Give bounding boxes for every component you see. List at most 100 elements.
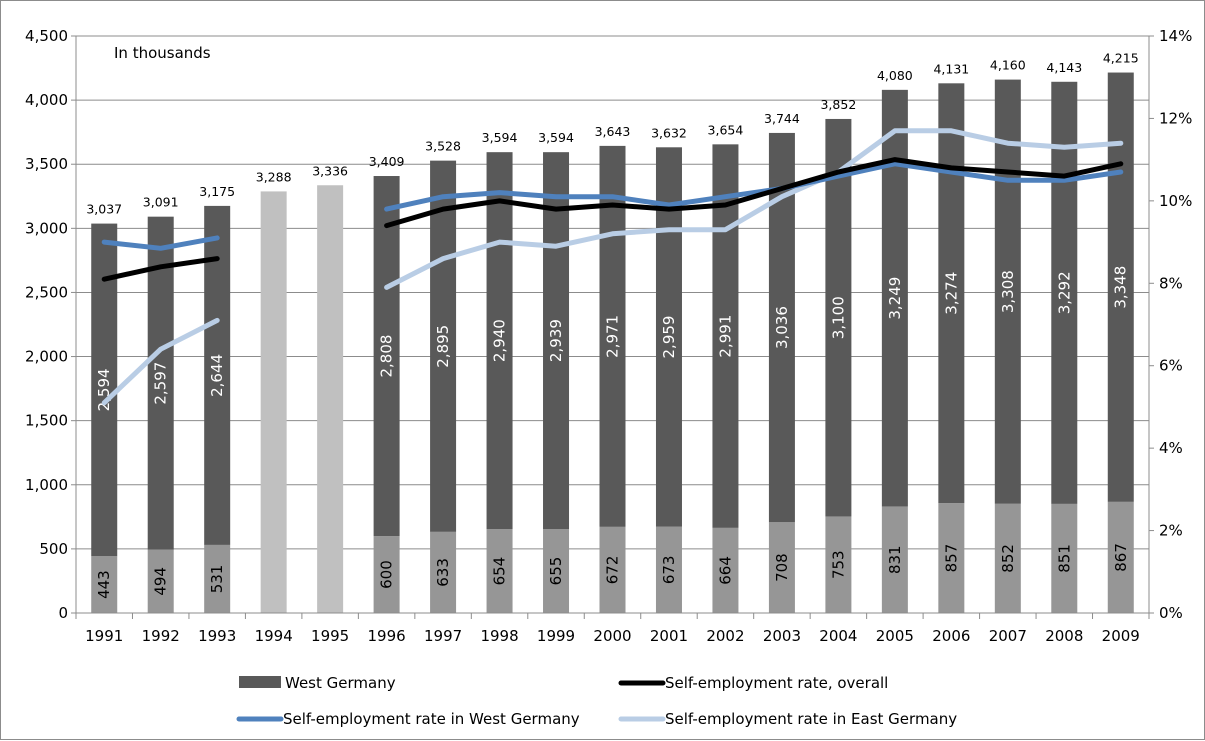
total-labels: 3,037 3,091 3,175 3,288 3,336 3,409 3,528 3,594…	[86, 51, 1138, 217]
bar-east	[204, 544, 231, 613]
y-left-tick-label: 500	[39, 540, 68, 558]
bar-west-label: 3,249	[886, 277, 904, 320]
bar-east	[91, 556, 118, 613]
x-tick-label: 1996	[368, 627, 406, 645]
total-label: 3,852	[820, 97, 856, 112]
y-left-tick-label: 1,000	[25, 476, 68, 494]
rate-line	[101, 256, 220, 282]
bar-east	[373, 536, 400, 613]
bar-west-label: 2,991	[716, 315, 734, 358]
total-label: 3,336	[312, 163, 348, 178]
x-tick-label: 2003	[763, 627, 801, 645]
x-tick-label: 2002	[706, 627, 744, 645]
x-tick-label: 1993	[198, 627, 236, 645]
rate-line	[384, 161, 1124, 212]
x-tick-label: 2008	[1045, 627, 1083, 645]
bar-east-label: 531	[208, 565, 226, 594]
legend-label: Self-employment rate, overall	[665, 674, 888, 692]
y-right-tick-label: 2%	[1159, 522, 1183, 540]
bar-west-label: 3,308	[999, 270, 1017, 313]
bar-east-label: 633	[434, 558, 452, 587]
y-right-tick-label: 12%	[1159, 109, 1192, 127]
total-label: 3,654	[708, 122, 744, 137]
bar-west-label: 3,292	[1055, 271, 1073, 314]
total-label: 3,744	[764, 111, 800, 126]
bar-east	[486, 529, 513, 613]
bar-east	[430, 531, 457, 613]
total-label: 3,409	[369, 154, 405, 169]
axes: 0 500 1,000 1,500 2,000 2,500 3,000 3,500 4,000 4…	[25, 27, 1192, 645]
rate-line	[384, 157, 1124, 229]
segment-labels: 4432,5944942,5975312,6446002,8086332,895…	[95, 266, 1130, 599]
bar-west	[825, 118, 852, 517]
total-label: 4,160	[990, 58, 1026, 73]
units-note: In thousands	[114, 44, 211, 62]
bar-east-label: 654	[491, 557, 509, 586]
y-left-tick-label: 4,000	[25, 91, 68, 109]
bar-east-label: 600	[378, 560, 396, 589]
bar-west-label: 2,808	[378, 335, 396, 378]
bar-east-label: 655	[547, 557, 565, 586]
bar-west-label: 3,274	[942, 272, 960, 315]
bar-east	[825, 516, 852, 613]
legend: West Germany Self-employment rate, overal…	[236, 674, 957, 728]
bar-east-label: 708	[773, 553, 791, 582]
legend-swatch	[239, 676, 281, 688]
y-left-tick-label: 3,500	[25, 155, 68, 173]
bars	[91, 72, 1134, 613]
bar-east	[543, 529, 570, 613]
bar-west	[1051, 81, 1078, 504]
total-label: 3,091	[143, 195, 179, 210]
total-label: 3,175	[199, 184, 235, 199]
total-label: 3,037	[86, 202, 122, 217]
bar-west	[994, 79, 1021, 504]
bar-east-label: 753	[829, 550, 847, 579]
bar-west-label: 2,895	[434, 325, 452, 368]
bar-east-label: 867	[1112, 543, 1130, 572]
y-right-tick-label: 10%	[1159, 192, 1192, 210]
bar-west	[147, 216, 174, 550]
total-label: 4,131	[933, 61, 969, 76]
bar-east	[712, 527, 739, 613]
bar-east	[768, 522, 795, 613]
bar-east	[994, 503, 1021, 613]
total-label: 3,594	[482, 130, 518, 145]
bar-west-label: 2,940	[491, 319, 509, 362]
bar-west	[938, 83, 965, 504]
bar-west	[712, 144, 739, 528]
x-tick-label: 1997	[424, 627, 462, 645]
x-tick-label: 1998	[480, 627, 518, 645]
bar-west	[430, 160, 457, 532]
bar-east	[1051, 503, 1078, 613]
x-tick-label: 1995	[311, 627, 349, 645]
bar-east-label: 494	[152, 567, 170, 596]
total-label: 4,215	[1103, 51, 1139, 66]
y-left-tick-label: 4,500	[25, 27, 68, 45]
x-tick-label: 1999	[537, 627, 575, 645]
total-label: 3,528	[425, 139, 461, 154]
bar-east-label: 851	[1055, 544, 1073, 573]
bar-east-label: 672	[604, 556, 622, 585]
x-tick-label: 2005	[876, 627, 914, 645]
x-tick-label: 2004	[819, 627, 857, 645]
x-tick-label: 1994	[255, 627, 293, 645]
bar-west-label: 3,036	[773, 306, 791, 349]
bar-east	[1107, 501, 1134, 613]
y-left-tick-label: 2,500	[25, 283, 68, 301]
bar-east-label: 831	[886, 545, 904, 574]
x-tick-label: 1991	[85, 627, 123, 645]
bar-germany	[260, 191, 287, 613]
y-right-tick-label: 14%	[1159, 27, 1192, 45]
bar-west-label: 2,939	[547, 319, 565, 362]
rate-line	[101, 317, 220, 406]
x-tick-label: 2000	[593, 627, 631, 645]
bar-west	[599, 145, 626, 527]
y-left-tick-label: 1,500	[25, 412, 68, 430]
bar-east-label: 673	[660, 556, 678, 585]
total-label: 4,143	[1046, 60, 1082, 75]
bar-east	[599, 526, 626, 613]
x-tick-label: 2006	[932, 627, 970, 645]
bar-east	[655, 526, 682, 613]
